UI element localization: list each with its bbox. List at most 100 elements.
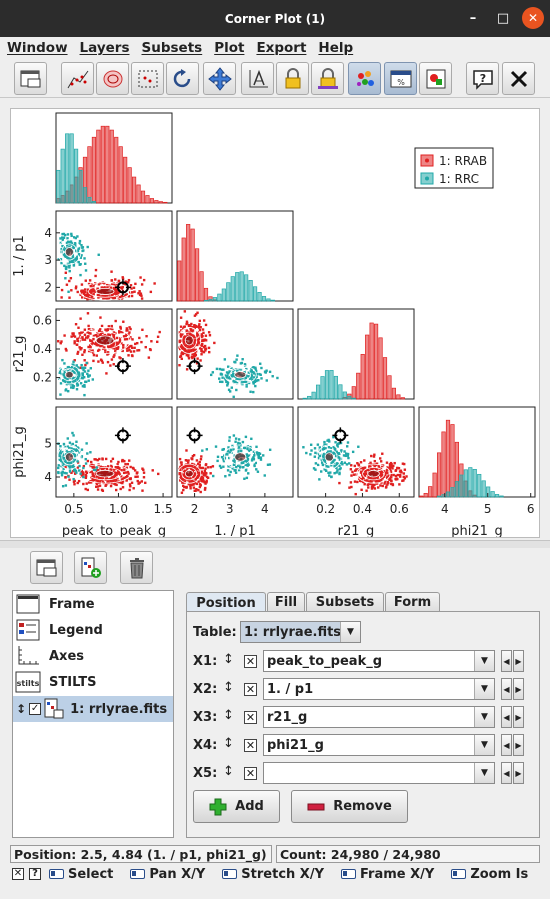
clear-field-checkbox[interactable]: ✕	[244, 739, 257, 752]
panel-splitter[interactable]	[0, 540, 550, 548]
next-column-button[interactable]: ▶	[513, 706, 524, 728]
histogram-bar	[87, 146, 92, 204]
maximize-icon[interactable]: □	[496, 10, 510, 26]
scatter-point	[189, 480, 192, 483]
lock-colour-button[interactable]	[311, 62, 344, 95]
aux-colour-button[interactable]	[348, 62, 381, 95]
menu-window[interactable]: Window	[7, 39, 68, 56]
help-button[interactable]: ?	[466, 62, 499, 95]
scatter-point	[125, 337, 129, 341]
coord-field-2[interactable]: 1. / p1 ▼	[263, 678, 495, 700]
scatter-point	[324, 468, 327, 471]
add-button[interactable]: Add	[193, 790, 280, 823]
minimize-icon[interactable]: –	[469, 10, 477, 26]
corner-plot[interactable]: 0.5 1.0 1.5 peak_to_peak_g 2 3 4 1. / p1 0.2 0.4 0…	[10, 108, 540, 538]
layer-item-frame[interactable]: Frame	[13, 591, 173, 617]
close-window-icon[interactable]: ✕	[522, 7, 544, 29]
tab-subsets[interactable]: Subsets	[306, 592, 384, 612]
remove-button[interactable]: Remove	[291, 790, 408, 823]
scatter-point	[86, 288, 90, 291]
updown-icon[interactable]: ↕	[223, 680, 234, 695]
lock-aspect-button[interactable]	[276, 62, 309, 95]
next-column-button[interactable]: ▶	[513, 650, 524, 672]
delete-layer-button[interactable]	[120, 551, 153, 584]
scatter-point	[139, 276, 142, 279]
layer-item-data[interactable]: ↕ ✓ 1: rrlyrae.fits	[13, 696, 173, 722]
updown-icon[interactable]: ↕	[223, 764, 234, 779]
help-hints-icon[interactable]: ?	[29, 868, 41, 880]
prev-column-button[interactable]: ◀	[501, 706, 512, 728]
navigate-button[interactable]	[203, 62, 236, 95]
menu-plot[interactable]: Plot	[214, 39, 245, 56]
scatter-point	[123, 459, 126, 463]
updown-icon[interactable]: ↕	[223, 736, 234, 751]
coord-field-3[interactable]: r21_g ▼	[263, 706, 495, 728]
coord-field-5[interactable]: ▼	[263, 762, 495, 784]
scatter-point	[114, 319, 117, 323]
add-layer-button[interactable]	[74, 551, 107, 584]
highlight-marker	[114, 427, 131, 444]
scatter-point	[103, 333, 107, 337]
scatter-point	[388, 474, 391, 477]
scatter-point	[194, 348, 198, 352]
next-column-button[interactable]: ▶	[513, 678, 524, 700]
scatter-point	[248, 377, 252, 380]
scatter-point	[89, 289, 93, 292]
menu-subsets[interactable]: Subsets	[141, 39, 203, 56]
prev-column-button[interactable]: ◀	[501, 762, 512, 784]
clear-field-checkbox[interactable]: ✕	[244, 767, 257, 780]
scatter-point	[106, 479, 109, 482]
scatter-point	[376, 475, 379, 479]
layer-visibility-checkbox[interactable]: ✓	[29, 703, 42, 715]
new-window-button[interactable]	[30, 551, 63, 584]
layer-item-stilts[interactable]: stilts STILTS	[13, 669, 173, 695]
density-button[interactable]	[96, 62, 129, 95]
next-column-button[interactable]: ▶	[513, 734, 524, 756]
tab-fill[interactable]: Fill	[267, 592, 305, 612]
scatter-point	[203, 344, 207, 348]
menu-help[interactable]: Help	[318, 39, 354, 56]
legend-toggle-button[interactable]: %	[384, 62, 417, 95]
tab-position[interactable]: Position	[186, 592, 266, 613]
menu-export[interactable]: Export	[256, 39, 307, 56]
window-button[interactable]	[14, 62, 47, 95]
table-select[interactable]: 1: rrlyrae.fits ▼	[240, 621, 361, 643]
prev-column-button[interactable]: ◀	[501, 734, 512, 756]
next-column-button[interactable]: ▶	[513, 762, 524, 784]
menu-layers[interactable]: Layers	[79, 39, 130, 56]
tab-form[interactable]: Form	[385, 592, 440, 612]
scatter-point	[95, 354, 98, 357]
layer-item-legend[interactable]: Legend	[13, 617, 173, 643]
updown-icon[interactable]: ↕	[223, 708, 234, 723]
axes-button[interactable]	[241, 62, 274, 95]
clear-field-checkbox[interactable]: ✕	[244, 711, 257, 724]
scatter-point	[193, 482, 196, 485]
prev-column-button[interactable]: ◀	[501, 678, 512, 700]
export-image-button[interactable]	[419, 62, 452, 95]
replot-button[interactable]	[166, 62, 199, 95]
coord-field-1[interactable]: peak_to_peak_g ▼	[263, 650, 495, 672]
scatter-point	[252, 458, 256, 461]
scatter-point	[229, 448, 233, 452]
prev-column-button[interactable]: ◀	[501, 650, 512, 672]
scatter-point	[228, 436, 231, 439]
coord-field-4[interactable]: phi21_g ▼	[263, 734, 495, 756]
scatter-point	[153, 282, 156, 285]
scatter-point	[383, 482, 386, 485]
drag-handle-icon[interactable]: ↕	[16, 702, 27, 716]
subset-button[interactable]	[131, 62, 164, 95]
close-plot-button[interactable]	[502, 62, 535, 95]
scatter-point	[197, 488, 200, 492]
clear-field-checkbox[interactable]: ✕	[244, 683, 257, 696]
scatter-points-button[interactable]	[61, 62, 94, 95]
layer-item-axes[interactable]: Axes	[13, 643, 173, 669]
clear-field-checkbox[interactable]: ✕	[244, 655, 257, 668]
close-hints-icon[interactable]: ✕	[12, 868, 24, 880]
scatter-point	[339, 450, 342, 453]
scatter-point	[109, 469, 113, 472]
scatter-point	[157, 472, 160, 476]
updown-icon[interactable]: ↕	[223, 652, 234, 667]
scatter-point	[106, 328, 110, 331]
scatter-point	[121, 477, 125, 481]
